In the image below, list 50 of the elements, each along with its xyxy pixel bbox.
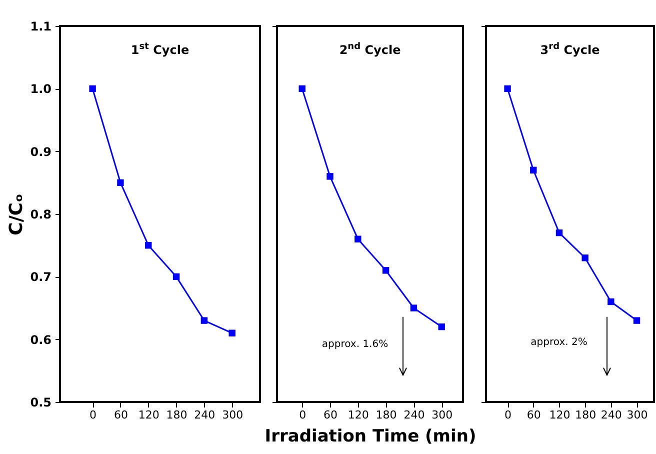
x-tick-label: 60 bbox=[324, 408, 338, 422]
point bbox=[382, 267, 390, 274]
y-tick-label: 0.8 bbox=[30, 208, 52, 222]
x-tick-label: 120 bbox=[549, 408, 570, 422]
x-tick-label: 60 bbox=[114, 408, 128, 422]
point bbox=[556, 229, 563, 236]
annotation: approx. 2% bbox=[530, 337, 588, 348]
text: 2$^{nd}$ Cycle bbox=[339, 42, 401, 57]
x-tick-label: 300 bbox=[432, 408, 453, 422]
point bbox=[633, 317, 640, 324]
point bbox=[504, 85, 511, 92]
x-tick-label: 300 bbox=[222, 408, 244, 422]
text: 3$^{rd}$ Cycle bbox=[540, 42, 600, 57]
x-tick-label: 60 bbox=[526, 408, 541, 422]
x-tick-label: 240 bbox=[194, 408, 216, 422]
y-tick-label: 0.9 bbox=[30, 144, 52, 159]
point bbox=[145, 242, 152, 249]
x-tick-label: 180 bbox=[575, 408, 596, 422]
y-tick-label: 1.0 bbox=[30, 82, 52, 96]
x-tick-label: 240 bbox=[404, 408, 425, 422]
point bbox=[228, 330, 236, 336]
y-axis-title: C/Cₒ bbox=[6, 194, 28, 236]
point bbox=[298, 85, 306, 92]
point bbox=[200, 317, 208, 324]
x-tick-label: 0 bbox=[90, 408, 97, 422]
point bbox=[582, 254, 588, 262]
x-tick-label: 180 bbox=[376, 408, 397, 422]
point bbox=[326, 173, 334, 180]
point bbox=[530, 166, 537, 174]
y-tick-label: 0.7 bbox=[30, 270, 52, 284]
point bbox=[117, 179, 124, 186]
point bbox=[354, 236, 362, 242]
point bbox=[172, 273, 180, 280]
x-axis-title: Irradiation Time (min) bbox=[264, 426, 476, 446]
point bbox=[608, 298, 614, 306]
x-tick-label: 240 bbox=[600, 408, 622, 422]
text: 1$^{st}$ Cycle bbox=[130, 42, 190, 57]
y-tick-label: 0.6 bbox=[30, 332, 52, 347]
x-tick-label: 300 bbox=[626, 408, 648, 422]
y-tick-label: 1.1 bbox=[30, 20, 52, 34]
x-tick-label: 0 bbox=[504, 408, 512, 422]
x-tick-label: 180 bbox=[166, 408, 188, 422]
annotation: approx. 1.6% bbox=[322, 339, 388, 350]
point bbox=[89, 85, 96, 92]
point bbox=[438, 323, 445, 330]
y-tick-label: 0.5 bbox=[30, 396, 52, 410]
x-tick-label: 120 bbox=[138, 408, 160, 422]
x-tick-label: 120 bbox=[348, 408, 369, 422]
point bbox=[410, 304, 418, 312]
x-tick-label: 0 bbox=[299, 408, 306, 422]
